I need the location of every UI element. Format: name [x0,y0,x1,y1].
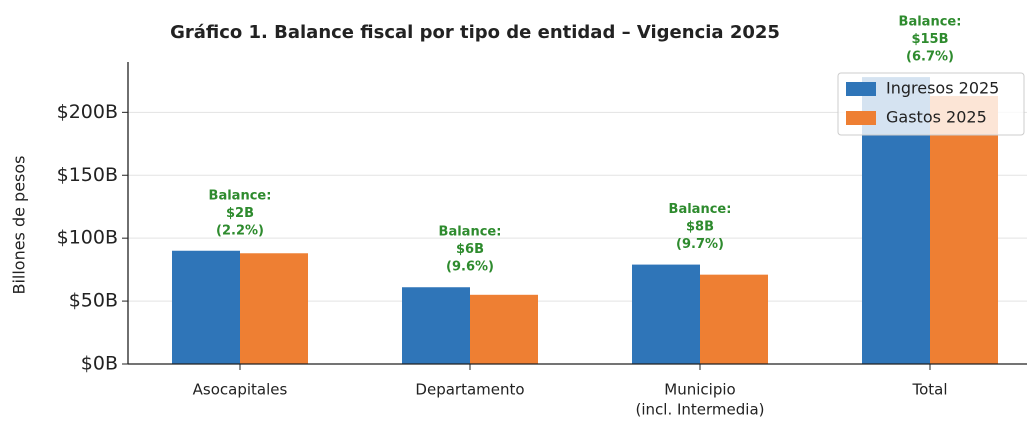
y-tick-label: $100B [57,227,118,249]
bar [172,250,240,364]
annotation: (9.7%) [676,237,724,252]
x-tick-label: (incl. Intermedia) [636,401,765,419]
y-tick-label: $50B [69,290,118,312]
legend-label: Ingresos 2025 [886,79,999,98]
x-tick-label: Total [911,381,947,399]
bar [632,264,700,364]
chart-title: Gráfico 1. Balance fiscal por tipo de en… [170,22,780,43]
annotation: $2B [226,206,254,221]
y-tick-label: $200B [57,101,118,123]
legend-swatch [846,82,876,96]
annotation: $6B [456,242,484,257]
annotation: Balance: [669,202,732,217]
annotation: Balance: [209,188,272,203]
bar [930,95,998,364]
annotation: $15B [911,32,948,47]
bar [402,287,470,364]
x-tick-label: Departamento [415,381,524,399]
y-tick-label: $150B [57,164,118,186]
legend: Ingresos 2025 Gastos 2025 [837,72,1025,136]
annotation: (9.6%) [446,260,494,275]
legend-box [837,72,1025,136]
annotation: Balance: [439,225,502,240]
legend-swatch [846,111,876,125]
annotation: Balance: [899,15,962,30]
bar [700,274,768,364]
bar [240,253,308,364]
bar [470,294,538,364]
y-axis-label: Billones de pesos [10,155,29,294]
x-tick-label: Municipio [664,381,735,399]
annotation: (6.7%) [906,50,954,65]
annotation: $8B [686,220,714,235]
y-tick-label: $0B [81,353,118,375]
legend-label: Gastos 2025 [886,108,987,127]
x-tick-label: Asocapitales [193,381,288,399]
annotation: (2.2%) [216,223,264,238]
